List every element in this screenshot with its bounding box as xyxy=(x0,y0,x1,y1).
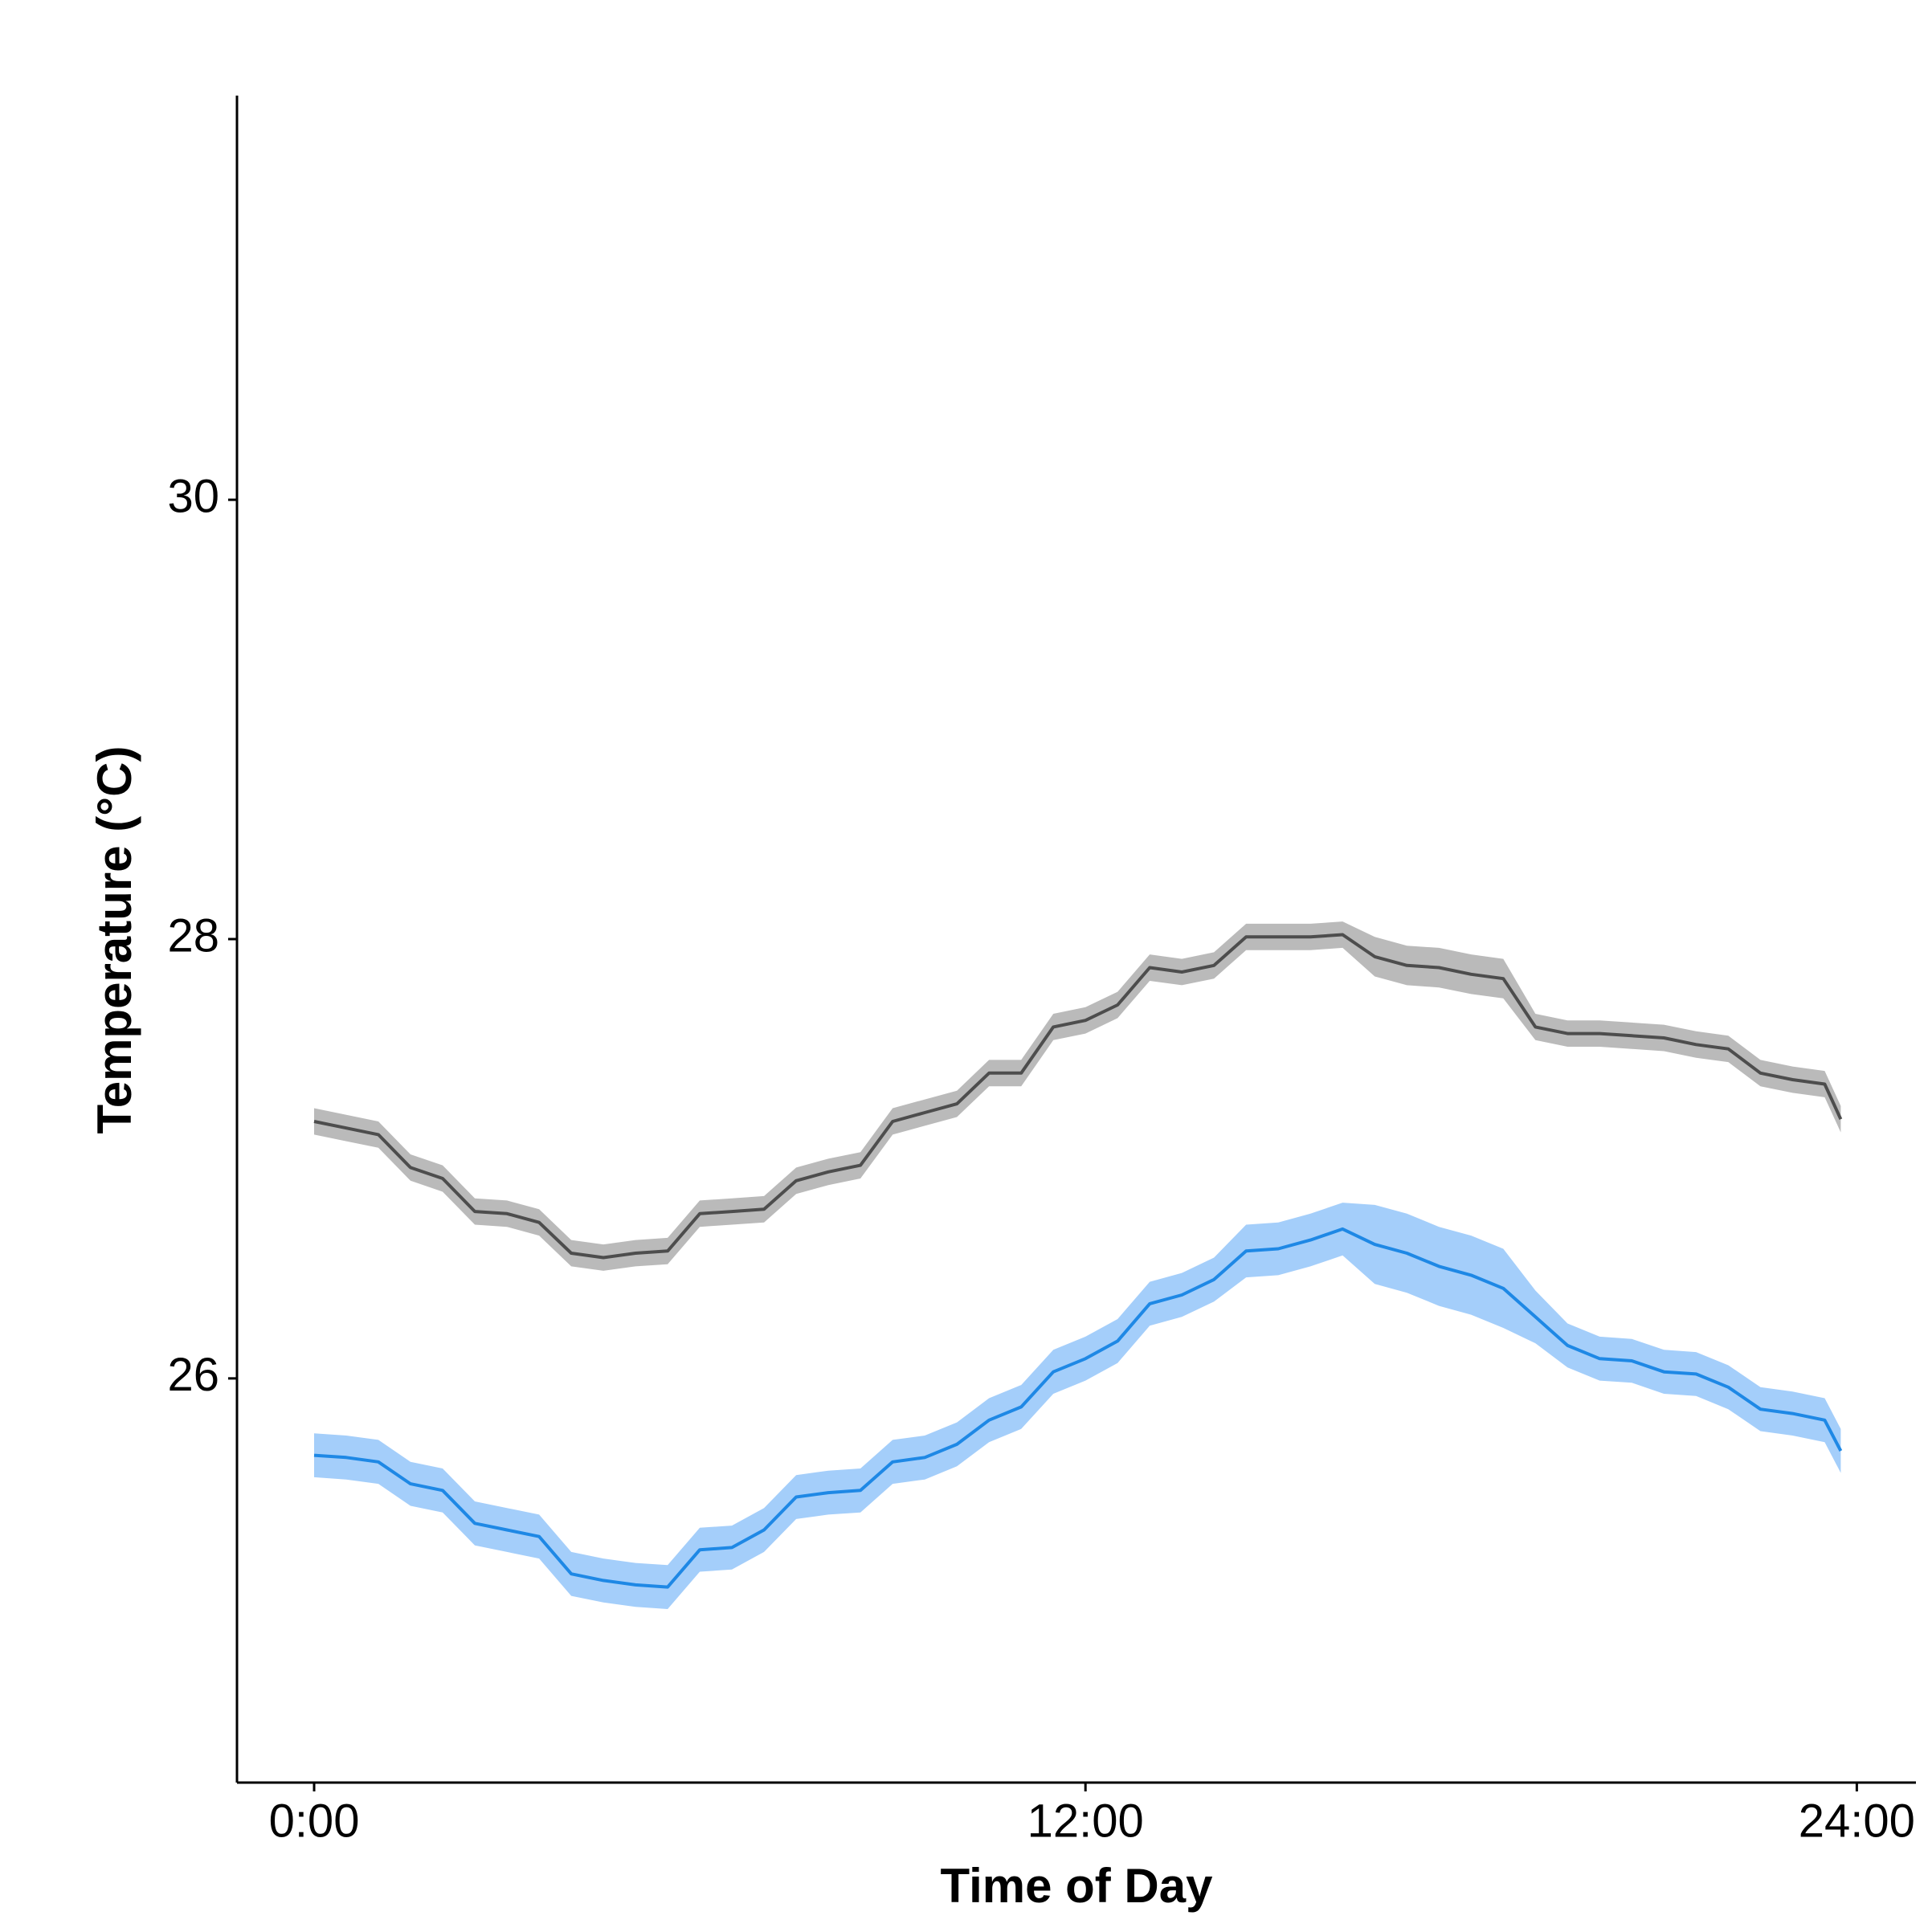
x-tick-label: 0:00 xyxy=(269,1795,360,1847)
y-tick-label: 30 xyxy=(167,470,219,522)
mean-line xyxy=(313,933,1843,1260)
y-tick-label: 28 xyxy=(167,909,219,962)
mean-line xyxy=(313,1227,1843,1589)
ci-band xyxy=(314,1203,1841,1609)
ci-band xyxy=(314,921,1841,1271)
x-axis-title: Time of Day xyxy=(941,1859,1214,1913)
x-tick-label: 12:00 xyxy=(1027,1795,1144,1847)
y-axis-title: Temperature (°C) xyxy=(88,746,141,1134)
x-tick-label: 24:00 xyxy=(1799,1795,1915,1847)
y-tick-label: 26 xyxy=(167,1349,219,1401)
